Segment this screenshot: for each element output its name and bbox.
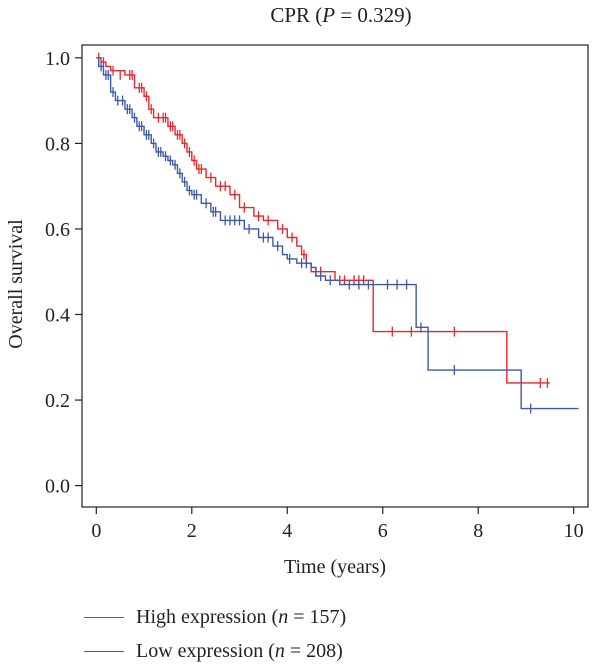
y-tick-label: 0.0 — [45, 476, 70, 498]
x-tick-label: 8 — [473, 520, 483, 542]
y-tick-label: 0.2 — [45, 390, 70, 412]
title-prefix: CPR ( — [270, 3, 322, 27]
legend: High expression (n = 157) Low expression… — [84, 600, 346, 668]
y-tick-label: 0.4 — [45, 305, 70, 327]
x-tick-label: 0 — [91, 520, 101, 542]
y-tick-label: 0.6 — [45, 219, 70, 241]
series-low — [96, 57, 579, 414]
series-layer — [96, 52, 579, 414]
legend-label-low: Low expression (n = 208) — [136, 640, 343, 662]
x-tick-label: 4 — [282, 520, 292, 542]
chart-title: CPR (P = 0.329) — [270, 3, 411, 27]
legend-item-low: Low expression (n = 208) — [84, 634, 346, 668]
x-axis: 0 2 4 6 8 10 — [91, 507, 584, 542]
legend-swatch-high — [84, 616, 124, 618]
x-tick-label: 10 — [564, 520, 584, 542]
legend-swatch-low — [84, 650, 124, 652]
title-p: P — [321, 3, 335, 27]
x-tick-label: 2 — [187, 520, 197, 542]
survival-chart: CPR (P = 0.329) 0 2 4 6 8 10 0.0 0.2 0.4 0.6 0.8 1… — [5, 3, 589, 578]
legend-label-high: High expression (n = 157) — [136, 606, 347, 628]
survival-curve — [96, 57, 550, 384]
title-suffix: = 0.329) — [335, 3, 412, 27]
y-tick-label: 0.8 — [45, 133, 70, 155]
plot-frame — [81, 44, 589, 508]
survival-curve — [96, 57, 579, 410]
x-axis-label: Time (years) — [284, 556, 386, 578]
y-axis-label: Overall survival — [5, 219, 27, 349]
y-tick-label: 1.0 — [45, 48, 70, 70]
legend-item-high: High expression (n = 157) — [84, 600, 346, 634]
y-axis: 0.0 0.2 0.4 0.6 0.8 1.0 — [45, 48, 82, 498]
x-tick-label: 6 — [378, 520, 388, 542]
series-high — [96, 52, 550, 388]
